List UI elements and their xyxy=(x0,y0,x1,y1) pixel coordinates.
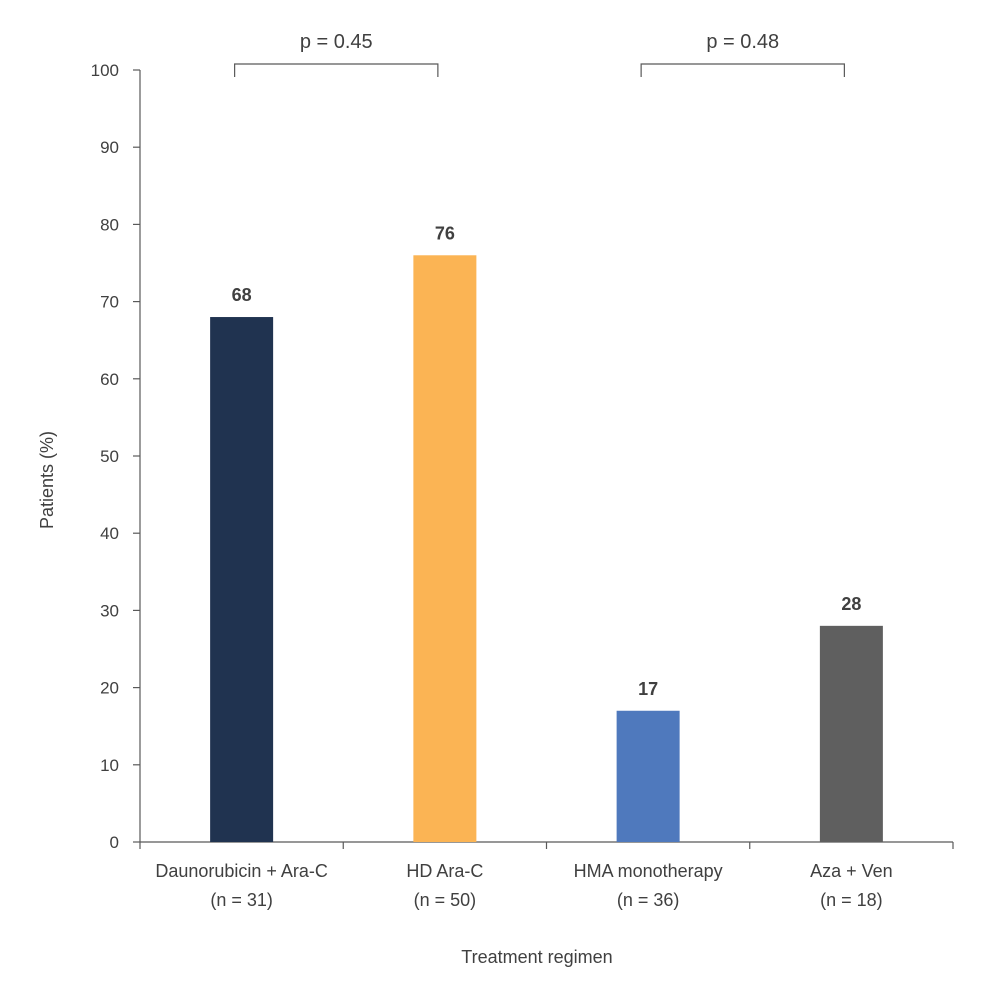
y-tick-label: 10 xyxy=(100,756,119,775)
x-category-label: HD Ara-C xyxy=(406,861,483,881)
bar xyxy=(210,317,274,842)
bar-value-label: 17 xyxy=(638,679,658,699)
x-category-label: Daunorubicin + Ara-C xyxy=(155,861,328,881)
x-category-n-label: (n = 36) xyxy=(617,890,680,910)
y-axis: 0 10 20 30 40 50 60 70 80 90 100 xyxy=(91,61,141,852)
y-tick-label: 20 xyxy=(100,679,119,698)
y-tick-label: 80 xyxy=(100,215,119,234)
bars xyxy=(210,255,883,842)
bar xyxy=(413,255,477,842)
y-tick-label: 50 xyxy=(100,447,119,466)
y-tick-label: 30 xyxy=(100,601,119,620)
y-tick-label: 60 xyxy=(100,370,119,389)
x-category-n-label: (n = 18) xyxy=(820,890,883,910)
comparison-bracket xyxy=(640,63,845,77)
p-value-label: p = 0.45 xyxy=(300,31,373,53)
bar-value-label: 76 xyxy=(435,223,455,243)
y-tick-label: 90 xyxy=(100,138,119,157)
bar-value-label: 68 xyxy=(232,285,252,305)
y-tick-label: 100 xyxy=(91,61,119,80)
x-category-n-label: (n = 31) xyxy=(210,890,273,910)
x-category-n-label: (n = 50) xyxy=(414,890,477,910)
y-tick-label: 70 xyxy=(100,293,119,312)
data-labels: 68 76 17 28 xyxy=(232,223,862,698)
bar xyxy=(819,625,883,842)
y-tick-label: 40 xyxy=(100,524,119,543)
x-axis-title: Treatment regimen xyxy=(461,947,612,967)
p-value-label: p = 0.48 xyxy=(706,31,779,53)
x-axis: Daunorubicin + Ara-C (n = 31) HD Ara-C (n =… xyxy=(139,841,954,910)
x-category-label: HMA monotherapy xyxy=(574,861,723,881)
bar-value-label: 28 xyxy=(841,594,861,614)
y-axis-title: Patients (%) xyxy=(37,431,57,529)
y-tick-label: 0 xyxy=(110,833,119,852)
significance-brackets: p = 0.45 p = 0.48 xyxy=(234,31,845,77)
x-category-label: Aza + Ven xyxy=(810,861,893,881)
bar xyxy=(616,710,680,842)
comparison-bracket xyxy=(234,63,439,77)
